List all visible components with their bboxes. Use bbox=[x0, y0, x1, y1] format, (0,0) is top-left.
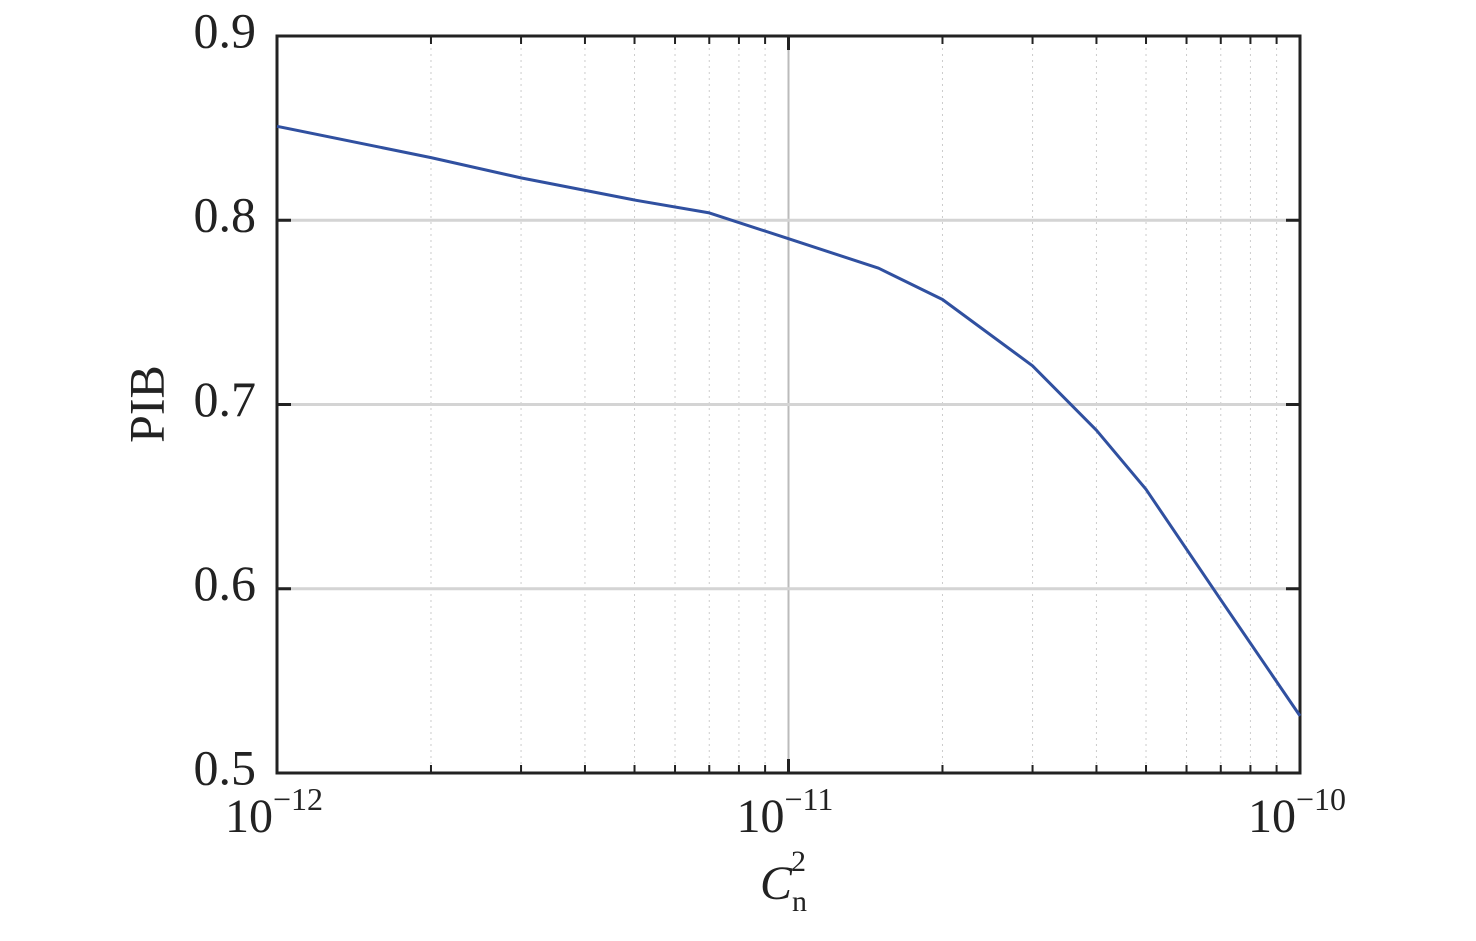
x-label-superscript: 2 bbox=[791, 845, 806, 878]
x-tick-exponent: −10 bbox=[1296, 781, 1346, 817]
y-tick-label: 0.7 bbox=[194, 371, 257, 427]
grid bbox=[276, 34, 1301, 775]
data-line bbox=[276, 124, 1302, 717]
x-label-subscript: n bbox=[792, 885, 807, 918]
x-tick-base: 10 bbox=[737, 790, 785, 843]
x-tick-label: 10−11 bbox=[737, 781, 834, 843]
x-axis-label: Cn 2 bbox=[760, 845, 807, 918]
y-tick-label: 0.6 bbox=[194, 555, 257, 611]
y-tick-label: 0.8 bbox=[194, 187, 257, 243]
x-label-symbol: C bbox=[760, 857, 793, 910]
x-tick-exponent: −11 bbox=[785, 781, 834, 817]
y-axis-label: PIB bbox=[118, 365, 174, 443]
x-tick-label: 10−12 bbox=[225, 781, 323, 843]
x-tick-base: 10 bbox=[1248, 790, 1296, 843]
x-tick-base: 10 bbox=[225, 790, 273, 843]
plot-frame bbox=[275, 34, 1302, 775]
x-tick-label: 10−10 bbox=[1248, 781, 1346, 843]
y-tick-label: 0.5 bbox=[194, 739, 257, 795]
x-tick-exponent: −12 bbox=[273, 781, 323, 817]
y-tick-label: 0.9 bbox=[194, 2, 257, 58]
